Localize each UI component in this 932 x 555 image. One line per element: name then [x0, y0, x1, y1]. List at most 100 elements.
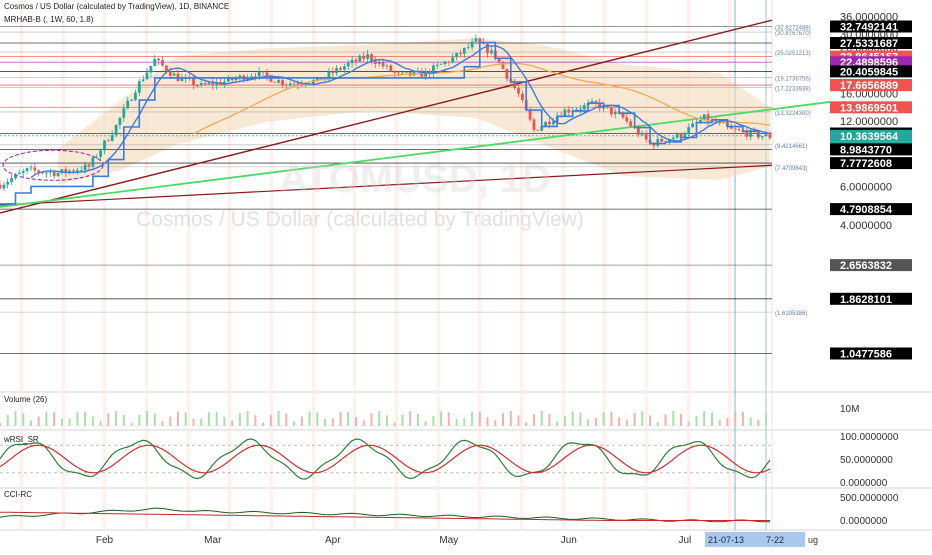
- candle-body: [346, 63, 350, 67]
- watermark-text: Cosmos / US Dollar (calculated by Tradin…: [136, 208, 584, 231]
- date-chip[interactable]: 21-07-13: [708, 535, 744, 545]
- price-label[interactable]: 4.7908854: [830, 203, 912, 216]
- fib-label: (19.1738756): [775, 76, 811, 82]
- candle-body: [195, 85, 199, 87]
- price-label[interactable]: 10.3639564: [830, 129, 912, 143]
- price-label-bg: [830, 347, 912, 360]
- price-label[interactable]: 27.5331687: [830, 37, 912, 50]
- time-axis[interactable]: Feb Mar Apr May Jun Jul: [96, 535, 691, 546]
- volume-bar: [478, 411, 481, 426]
- volume-bar: [672, 411, 675, 426]
- time-tick: Jul: [679, 535, 692, 546]
- candle-body: [134, 92, 137, 100]
- volume-bar: [347, 411, 350, 426]
- candle-body: [613, 111, 617, 115]
- candle-body: [486, 43, 489, 54]
- candle-body: [114, 124, 118, 135]
- candle-body: [393, 71, 397, 73]
- candle-body: [629, 121, 633, 127]
- volume-bar: [339, 412, 342, 426]
- candle-body: [459, 53, 462, 54]
- candle-body: [257, 71, 261, 77]
- candle-body: [370, 54, 373, 61]
- candle-body: [594, 101, 598, 103]
- candle-body: [404, 71, 408, 73]
- volume-bar: [533, 414, 535, 426]
- price-label[interactable]: 1.8628101: [830, 292, 912, 306]
- volume-bar: [161, 421, 164, 426]
- candle-body: [296, 83, 300, 85]
- volume-bar: [324, 419, 326, 426]
- candle-body: [563, 109, 567, 117]
- price-tick: 16.0000000: [840, 89, 898, 101]
- sub-panels: 10M 100.0000000 50.0000000 0.0000000 500.000…: [0, 404, 899, 527]
- candle-body: [29, 167, 33, 169]
- candle-body: [273, 81, 277, 83]
- price-label[interactable]: 7.7772608: [830, 157, 912, 170]
- time-tick: Jun: [561, 535, 577, 546]
- candle-body: [226, 77, 230, 82]
- price-label-text: 17.6656889: [840, 80, 898, 92]
- candle-body: [354, 59, 358, 62]
- candle-body: [598, 102, 602, 109]
- volume-bar: [68, 418, 71, 426]
- price-label[interactable]: 2.6563832: [830, 259, 912, 272]
- volume-bar: [308, 411, 311, 426]
- volume-bar: [664, 414, 667, 426]
- volume-bar: [385, 415, 388, 426]
- candle-body: [610, 107, 613, 115]
- volume-bar: [486, 417, 489, 426]
- price-label[interactable]: 17.6656889: [830, 79, 912, 92]
- price-label[interactable]: 32.7492141: [830, 20, 912, 34]
- cci-title: CCI-RC: [4, 490, 32, 499]
- candle-body: [702, 114, 706, 121]
- candle-body: [327, 71, 331, 78]
- price-label[interactable]: 20.4059845: [830, 65, 912, 78]
- candle-body: [455, 53, 458, 58]
- wrsi-title: wRSI_SR: [3, 435, 39, 444]
- candle-body: [381, 62, 385, 67]
- candle-body: [401, 72, 404, 74]
- candle-body: [64, 169, 68, 173]
- candle-body: [68, 170, 71, 173]
- volume-bar: [447, 412, 450, 426]
- candle-body: [91, 157, 95, 167]
- price-label-bg: [830, 129, 912, 142]
- candle-body: [238, 75, 242, 79]
- candle-body: [165, 65, 168, 72]
- volume-bar: [53, 412, 56, 426]
- volume-bar: [331, 418, 334, 426]
- candle-body: [451, 57, 455, 63]
- price-label[interactable]: 13.9869501: [830, 101, 912, 114]
- candle-body: [292, 83, 296, 85]
- volume-bar: [726, 417, 729, 426]
- volume-bar: [122, 415, 125, 426]
- time-tick: May: [439, 535, 458, 546]
- candle-body: [389, 65, 393, 72]
- volume-title: Volume (26): [4, 395, 47, 404]
- volume-bar: [262, 422, 265, 426]
- cursor-chip[interactable]: 7-22: [766, 535, 784, 545]
- candle-body: [60, 169, 64, 173]
- price-label[interactable]: 1.0477586: [830, 347, 912, 361]
- price-axis[interactable]: 36.000000032.000000030.000000028.0000000…: [830, 12, 912, 361]
- candle-body: [675, 133, 679, 138]
- time-tick: Feb: [96, 535, 114, 546]
- volume-bar: [416, 413, 419, 426]
- candle-body: [745, 131, 749, 137]
- price-label-bg: [830, 292, 912, 305]
- date-chip-bg: [705, 532, 805, 547]
- volume-bar: [91, 416, 94, 426]
- candle-body: [768, 134, 772, 138]
- price-label[interactable]: 8.9843770: [830, 143, 912, 156]
- time-axis-tail: ug: [808, 535, 818, 545]
- volume-bar: [231, 420, 234, 426]
- candle-body: [764, 134, 768, 137]
- volume-bar: [548, 413, 551, 426]
- candle-body: [223, 81, 226, 85]
- price-label-text: 13.9869501: [840, 102, 898, 114]
- candle-body: [362, 55, 366, 59]
- price-label-bg: [830, 65, 912, 78]
